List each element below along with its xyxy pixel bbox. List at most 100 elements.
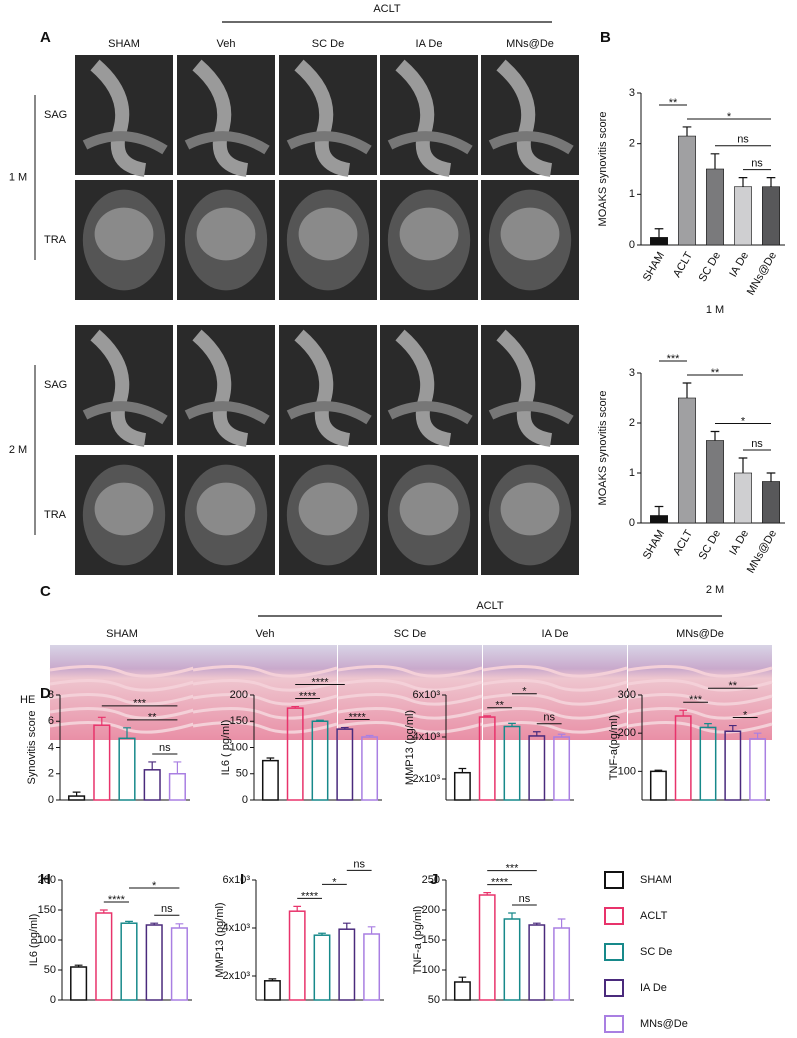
y-tick-label: 50 — [428, 994, 440, 1006]
significance-label: * — [743, 709, 748, 721]
tissue-fiber — [192, 678, 338, 692]
tissue-fiber — [482, 664, 628, 678]
tissue-fiber — [482, 706, 628, 720]
legend-swatch — [604, 1015, 624, 1033]
anatomy — [488, 401, 574, 425]
significance-label: ns — [161, 903, 173, 915]
bar — [478, 894, 496, 1001]
tissue-fiber — [482, 692, 628, 706]
significance-label: ** — [495, 700, 504, 712]
error-bar — [173, 761, 182, 774]
bar — [762, 186, 780, 246]
error-bar — [738, 457, 748, 473]
y-tick-label: 2 — [629, 138, 635, 150]
significance-label: ns — [737, 134, 749, 146]
legend-swatch — [604, 979, 624, 997]
error-bar — [125, 920, 133, 924]
bar — [118, 737, 136, 801]
bar — [706, 168, 724, 246]
chart: 0 1 2 3 MOAKS synovitis score 1 M SHAM ACLT SC D… — [597, 87, 785, 316]
bar — [453, 771, 471, 801]
bar — [553, 736, 571, 801]
panel-label: D — [40, 685, 51, 702]
legend-swatch — [604, 871, 624, 889]
anatomy — [184, 131, 270, 155]
column-label: SHAM — [106, 628, 138, 640]
error-bar — [704, 723, 712, 728]
significance-label: ns — [751, 438, 763, 450]
x-axis-label: 2 M — [706, 584, 724, 596]
y-tick-label: 3 — [629, 367, 635, 379]
y-tick-label: 200 — [38, 874, 56, 886]
error-bar — [367, 926, 376, 934]
y-tick-label: 4 — [48, 741, 54, 753]
anatomy — [196, 482, 256, 536]
tissue-fiber — [337, 692, 483, 706]
anatomy — [298, 207, 358, 261]
bar — [338, 928, 356, 1001]
tissue-fiber — [627, 692, 773, 706]
bar — [261, 759, 279, 801]
y-tick-label: 50 — [236, 768, 248, 780]
bar — [168, 773, 186, 801]
panel-label: H — [40, 871, 51, 888]
panel-label: I — [240, 871, 244, 888]
y-axis-label: TNF-a(pg/ml) — [608, 715, 620, 780]
significance-label: *** — [667, 353, 681, 365]
anatomy — [294, 329, 351, 447]
error-bar — [291, 705, 300, 709]
anatomy — [399, 482, 459, 536]
error-bar — [682, 126, 692, 137]
anatomy — [294, 59, 351, 177]
tissue-fiber — [192, 692, 338, 706]
error-bar — [710, 153, 720, 169]
column-label: IA De — [416, 38, 443, 50]
anatomy — [94, 482, 154, 536]
column-label: MNs@De — [676, 628, 724, 640]
tissue-fiber — [627, 706, 773, 720]
bar — [649, 770, 667, 801]
y-axis-label: TNF-a (pg/ml) — [412, 906, 424, 974]
y-tick-label: 200 — [422, 904, 440, 916]
error-bar — [710, 430, 720, 441]
y-tick-label: 2 — [48, 768, 54, 780]
y-tick-label: 0 — [242, 794, 248, 806]
y-tick-label: 50 — [44, 964, 56, 976]
tissue-fiber — [482, 678, 628, 692]
x-tick-label: SHAM — [641, 528, 667, 562]
anatomy — [387, 401, 473, 425]
bar — [706, 440, 724, 524]
error-bar — [148, 761, 157, 770]
anatomy — [82, 131, 168, 155]
significance-label: ** — [711, 367, 720, 379]
tissue-fiber — [49, 664, 195, 678]
anatomy — [196, 207, 256, 261]
error-bar — [532, 731, 541, 736]
error-bar — [654, 769, 663, 772]
significance-label: ns — [519, 893, 531, 905]
y-tick-label: 250 — [422, 874, 440, 886]
x-tick-label: IA De — [727, 250, 751, 279]
legend-label: MNs@De — [640, 1018, 688, 1030]
y-tick-label: 4x10³ — [222, 922, 250, 934]
view-label: SAG — [44, 379, 67, 391]
legend-label: ACLT — [640, 910, 668, 922]
legend-swatch — [604, 943, 624, 961]
y-tick-label: 300 — [618, 689, 636, 701]
y-tick-label: 2x10³ — [412, 773, 440, 785]
bar — [120, 922, 138, 1001]
timepoint-label: 2 M — [9, 444, 27, 456]
anatomy — [286, 131, 372, 155]
tissue-fiber — [627, 664, 773, 678]
error-bar — [458, 767, 467, 773]
x-tick-label: IA De — [727, 528, 751, 557]
tissue-fiber — [49, 706, 195, 720]
error-bar — [123, 727, 131, 739]
anatomy — [399, 207, 459, 261]
y-tick-label: 100 — [422, 964, 440, 976]
panel-label: B — [600, 29, 611, 46]
row-label: HE — [20, 694, 35, 706]
column-label: SHAM — [108, 38, 140, 50]
tissue-fiber — [337, 720, 483, 734]
